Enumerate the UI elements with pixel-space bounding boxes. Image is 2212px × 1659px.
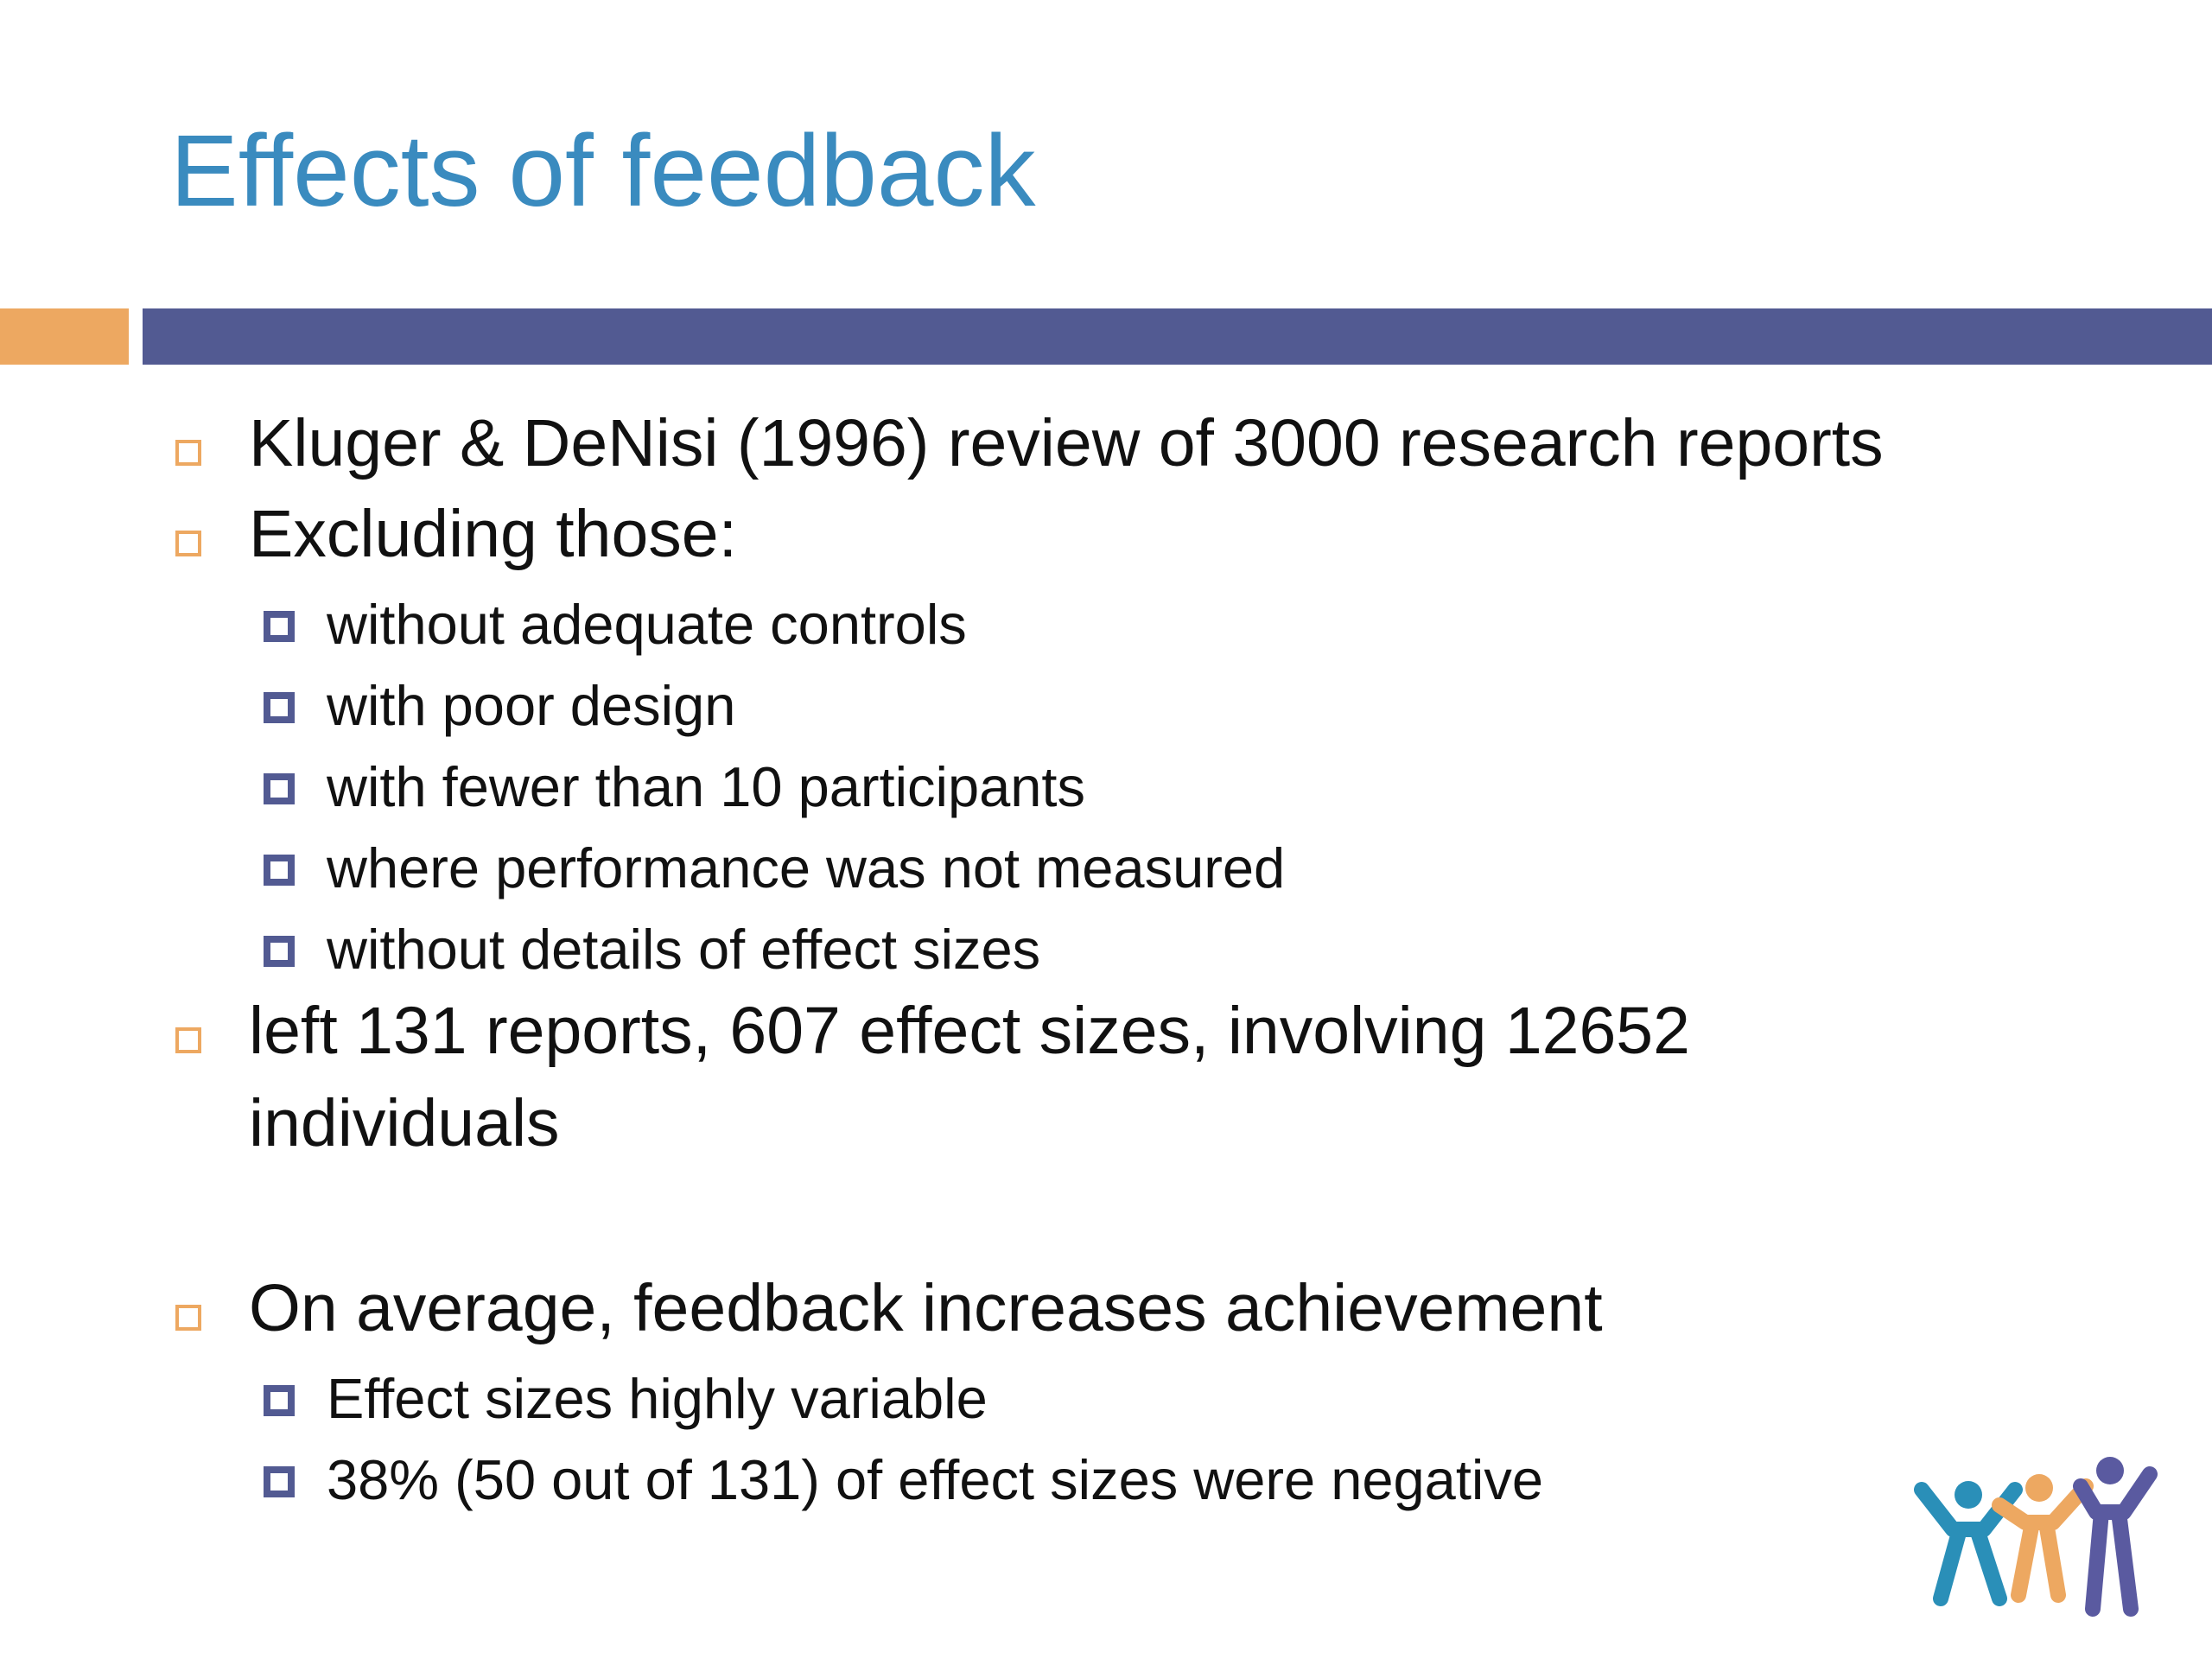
sub-bullet-square-icon xyxy=(264,692,295,723)
bullet-text: On average, feedback increases achieveme… xyxy=(249,1271,1603,1345)
sub-bullet-text: with poor design xyxy=(327,674,736,737)
title-underline-blue-band xyxy=(143,308,2212,365)
sub-bullet-text: 38% (50 out of 131) of effect sizes were… xyxy=(327,1448,1543,1511)
slide-title: Effects of feedback xyxy=(170,114,1036,228)
bullet-square-icon xyxy=(175,1305,201,1331)
purple-figure-icon xyxy=(2073,1457,2158,1617)
sub-bullet-text: without adequate controls xyxy=(327,593,967,656)
bullet-square-icon xyxy=(175,1027,201,1053)
sub-bullet-text: where performance was not measured xyxy=(327,836,1286,899)
bullet-text-continuation: individuals xyxy=(249,1086,560,1160)
people-logo-icon xyxy=(1914,1457,2158,1617)
sub-bullet-text: without details of effect sizes xyxy=(327,918,1041,981)
bullet-square-icon xyxy=(175,531,201,556)
bullet-text: left 131 reports, 607 effect sizes, invo… xyxy=(249,994,1690,1068)
sub-bullet-square-icon xyxy=(264,855,295,886)
sub-bullet-square-icon xyxy=(264,611,295,642)
orange-figure-icon xyxy=(1992,1474,2094,1603)
sub-bullet-square-icon xyxy=(264,773,295,804)
bullet-text: Kluger & DeNisi (1996) review of 3000 re… xyxy=(249,406,1884,480)
sub-bullet-text: with fewer than 10 participants xyxy=(327,755,1085,818)
sub-bullet-square-icon xyxy=(264,1385,295,1416)
sub-bullet-square-icon xyxy=(264,1466,295,1497)
sub-bullet-text: Effect sizes highly variable xyxy=(327,1367,988,1430)
bullet-square-icon xyxy=(175,440,201,466)
bullet-text: Excluding those: xyxy=(249,497,738,571)
title-underline-orange-block xyxy=(0,308,129,365)
sub-bullet-square-icon xyxy=(264,936,295,967)
